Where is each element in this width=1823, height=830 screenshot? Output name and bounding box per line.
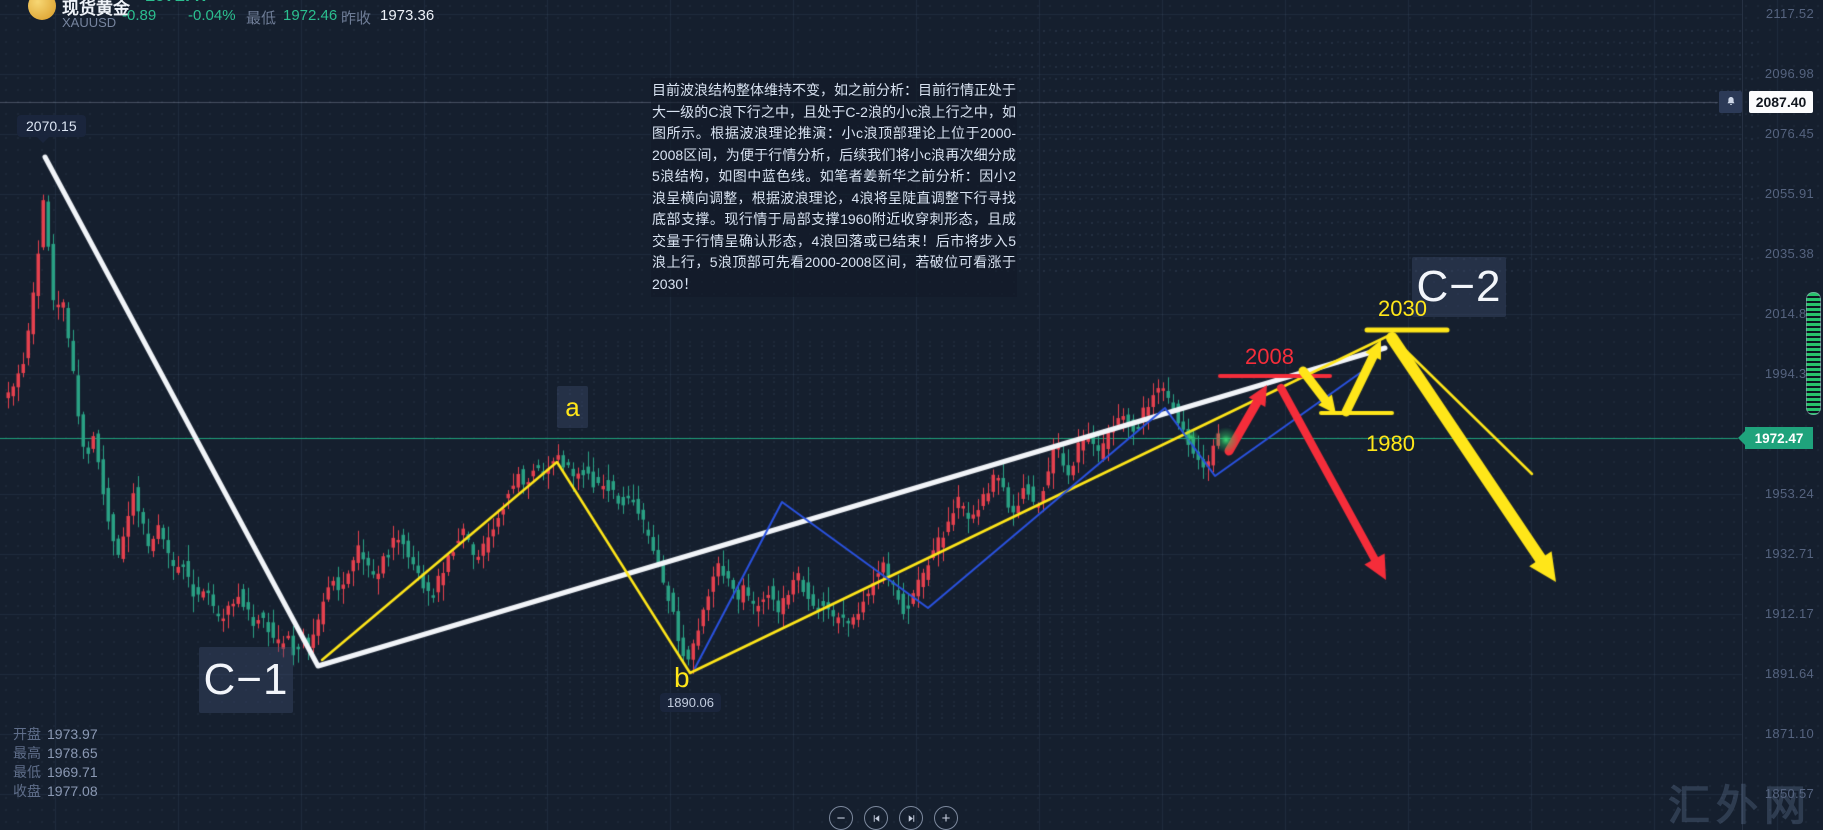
- price-tick-label: 2035.38: [1764, 246, 1814, 262]
- price-badge-pointer: [1738, 431, 1745, 445]
- price-tick-label: 1912.17: [1764, 606, 1814, 622]
- alert-bell-button[interactable]: [1719, 91, 1742, 113]
- price-change: -0.89: [122, 7, 157, 24]
- price-axis-separator: [1742, 0, 1743, 830]
- price-tick-label: 2055.91: [1764, 186, 1814, 202]
- low-label: 最低: [246, 10, 277, 27]
- go-to-end-button[interactable]: [899, 806, 923, 830]
- peak-price-value: 2070.15: [26, 118, 77, 134]
- price-tick-label: 1932.71: [1764, 546, 1814, 562]
- ohlc-row: 最高 1978.65: [13, 745, 98, 761]
- prev-close-label: 昨收: [341, 10, 372, 27]
- site-watermark: 汇外网: [1668, 782, 1813, 829]
- axis-scrollbar-thumb[interactable]: [1806, 292, 1821, 415]
- skip-to-start-icon: [873, 814, 879, 822]
- price-tick-label: 1850.57: [1764, 786, 1814, 802]
- zoom-in-button[interactable]: +: [934, 806, 958, 830]
- skip-to-end-icon: [908, 814, 914, 822]
- b-low-tooltip: 1890.06: [660, 693, 721, 712]
- zoom-out-button[interactable]: −: [829, 806, 853, 830]
- price-tick-label: 2014.84: [1764, 306, 1814, 322]
- tooltip-pointer: [37, 137, 49, 143]
- price-tick-label: 1871.10: [1764, 726, 1814, 742]
- low-value: 1972.46: [283, 7, 338, 24]
- price-tick-label: 1994.31: [1764, 366, 1814, 382]
- analysis-note: 目前波浪结构整体维持不变，如之前分析：目前行情正处于大一级的C浪下行之中，且处于…: [651, 78, 1017, 297]
- instrument-symbol: XAUUSD: [62, 15, 117, 30]
- level-label-2030: 2030: [1378, 296, 1427, 321]
- ohlc-row: 开盘 1973.97: [13, 726, 98, 742]
- level-label-2008: 2008: [1245, 344, 1294, 369]
- current-price-badge: 1972.47: [1738, 427, 1813, 449]
- ohlc-row: 最低 1969.71: [13, 764, 98, 780]
- alert-price-badge[interactable]: 2087.40: [1749, 91, 1813, 113]
- wave-label-c1: C−1: [199, 647, 293, 713]
- current-price-value: 1972.47: [1754, 430, 1804, 446]
- price-tick-label: 2096.98: [1764, 66, 1814, 82]
- price-axis[interactable]: 2117.52 2096.98 2076.45 2055.91 2035.38 2014.…: [1743, 0, 1823, 830]
- price-tick-label: 2117.52: [1765, 6, 1814, 22]
- peak-price-tooltip: 2070.15: [17, 115, 86, 143]
- ohlc-panel: 开盘 1973.97 最高 1978.65 最低 1969.71 收盘 1977.08: [13, 725, 98, 801]
- price-change-percent: -0.04%: [188, 7, 236, 24]
- last-price-partial: 1972.47: [145, 0, 210, 6]
- prev-close-value: 1973.36: [380, 7, 435, 24]
- bell-icon: [1727, 97, 1734, 105]
- wave-label-c2: C−2: [1412, 257, 1506, 317]
- go-to-start-button[interactable]: [864, 806, 888, 830]
- ohlc-row: 收盘 1977.08: [13, 783, 98, 799]
- price-tick-label: 2076.45: [1764, 126, 1814, 142]
- wave-label-a: a: [557, 386, 588, 428]
- price-tick-label: 1953.24: [1764, 486, 1814, 502]
- instrument-logo-icon: [28, 0, 56, 20]
- level-label-1980: 1980: [1366, 431, 1415, 456]
- instrument-name: 现货黄金: [62, 0, 130, 18]
- wave-label-b: b: [674, 662, 690, 693]
- price-tick-label: 1891.64: [1764, 666, 1814, 682]
